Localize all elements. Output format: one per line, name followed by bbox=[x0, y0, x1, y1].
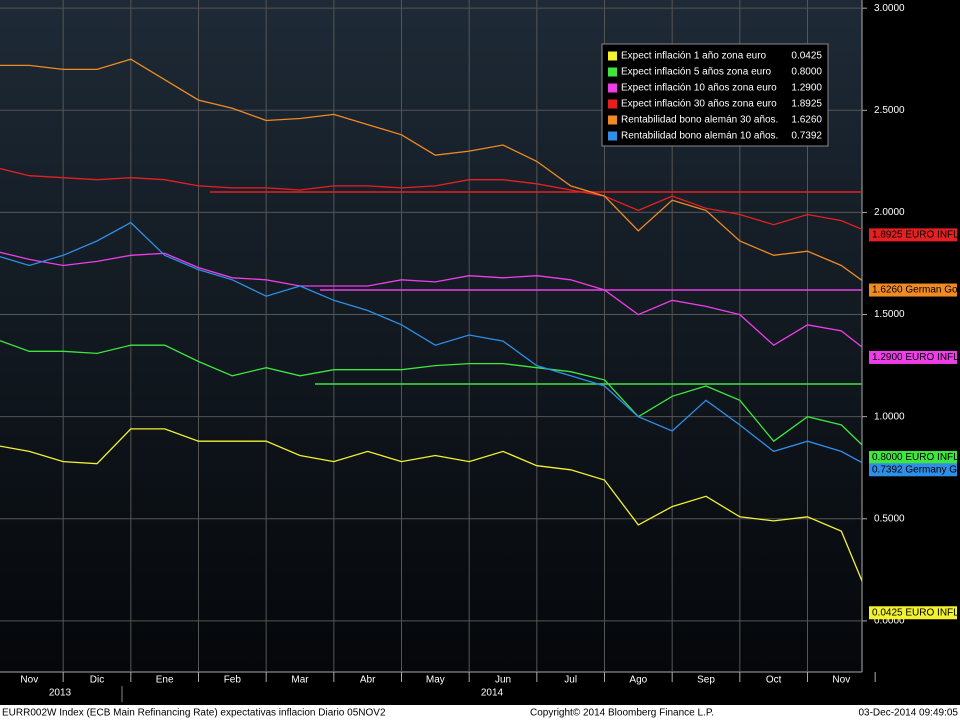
x-tick-label: Dic bbox=[90, 675, 104, 686]
legend-label: Rentabilidad bono alemán 30 años. bbox=[621, 115, 778, 126]
end-label-box bbox=[869, 228, 957, 242]
legend-label: Expect inflación 5 años zona euro bbox=[621, 67, 772, 78]
footer-center: Copyright© 2014 Bloomberg Finance L.P. bbox=[530, 708, 714, 719]
legend-label: Expect inflación 30 años zona euro bbox=[621, 99, 777, 110]
end-label-box bbox=[869, 283, 957, 297]
legend-value: 1.8925 bbox=[791, 99, 822, 110]
x-axis-panel bbox=[0, 672, 862, 705]
series-line bbox=[0, 251, 862, 348]
year-label: 2014 bbox=[481, 688, 504, 699]
series-line bbox=[0, 221, 862, 464]
x-tick-label: Abr bbox=[360, 675, 376, 686]
series-line bbox=[0, 428, 862, 583]
legend-label: Rentabilidad bono alemán 10 años. bbox=[621, 131, 778, 142]
series-line bbox=[0, 167, 862, 231]
x-tick-label: Nov bbox=[832, 675, 850, 686]
x-tick-label: Nov bbox=[20, 675, 38, 686]
legend-value: 0.8000 bbox=[791, 67, 822, 78]
x-tick-label: Mar bbox=[291, 675, 309, 686]
end-label: 1.2900 EURO INFL bbox=[872, 352, 959, 363]
end-label-box bbox=[869, 451, 957, 465]
end-label: 0.8000 EURO INFL bbox=[872, 452, 959, 463]
legend-swatch bbox=[608, 115, 617, 125]
legend-value: 0.0425 bbox=[791, 51, 822, 62]
x-tick-label: Sep bbox=[697, 675, 715, 686]
end-label-box bbox=[869, 463, 957, 477]
legend-label: Expect inflación 10 años zona euro bbox=[621, 83, 777, 94]
y-tick-label: 1.5000 bbox=[874, 309, 905, 320]
year-label: 2013 bbox=[49, 688, 72, 699]
end-label: 1.6260 German Go bbox=[872, 285, 958, 296]
x-tick-label: Jun bbox=[495, 675, 511, 686]
legend-value: 0.7392 bbox=[791, 131, 822, 142]
y-tick-label: 0.0000 bbox=[874, 616, 905, 627]
end-label-box bbox=[869, 350, 957, 364]
legend-box bbox=[601, 43, 829, 147]
legend-value: 1.6260 bbox=[791, 115, 822, 126]
series-line bbox=[0, 340, 862, 446]
footer-left: EURR002W Index (ECB Main Refinancing Rat… bbox=[2, 708, 386, 719]
x-tick-label: Ene bbox=[156, 675, 174, 686]
legend-swatch bbox=[608, 51, 617, 61]
series-line bbox=[0, 58, 862, 282]
end-label: 1.8925 EURO INFL bbox=[872, 230, 959, 241]
footer-bar bbox=[0, 705, 960, 720]
y-tick-label: 2.0000 bbox=[874, 207, 905, 218]
legend-value: 1.2900 bbox=[791, 83, 822, 94]
end-label-box bbox=[869, 606, 957, 620]
legend-swatch bbox=[608, 67, 617, 77]
end-label: 0.0425 EURO INFL bbox=[872, 607, 959, 618]
x-tick-label: Ago bbox=[629, 675, 647, 686]
y-tick-label: 2.5000 bbox=[874, 105, 905, 116]
x-tick-label: Jul bbox=[564, 675, 577, 686]
legend-swatch bbox=[608, 131, 617, 141]
legend-swatch bbox=[608, 83, 617, 93]
legend-label: Expect inflación 1 año zona euro bbox=[621, 51, 767, 62]
legend-swatch bbox=[608, 99, 617, 109]
x-tick-label: Oct bbox=[766, 675, 782, 686]
x-tick-label: May bbox=[426, 675, 445, 686]
y-tick-label: 1.0000 bbox=[874, 411, 905, 422]
end-label: 0.7392 Germany G bbox=[872, 464, 957, 475]
x-tick-label: Feb bbox=[224, 675, 242, 686]
y-tick-label: 3.0000 bbox=[874, 3, 905, 14]
footer-right: 03-Dec-2014 09:49:05 bbox=[858, 708, 958, 719]
y-tick-label: 0.5000 bbox=[874, 513, 905, 524]
